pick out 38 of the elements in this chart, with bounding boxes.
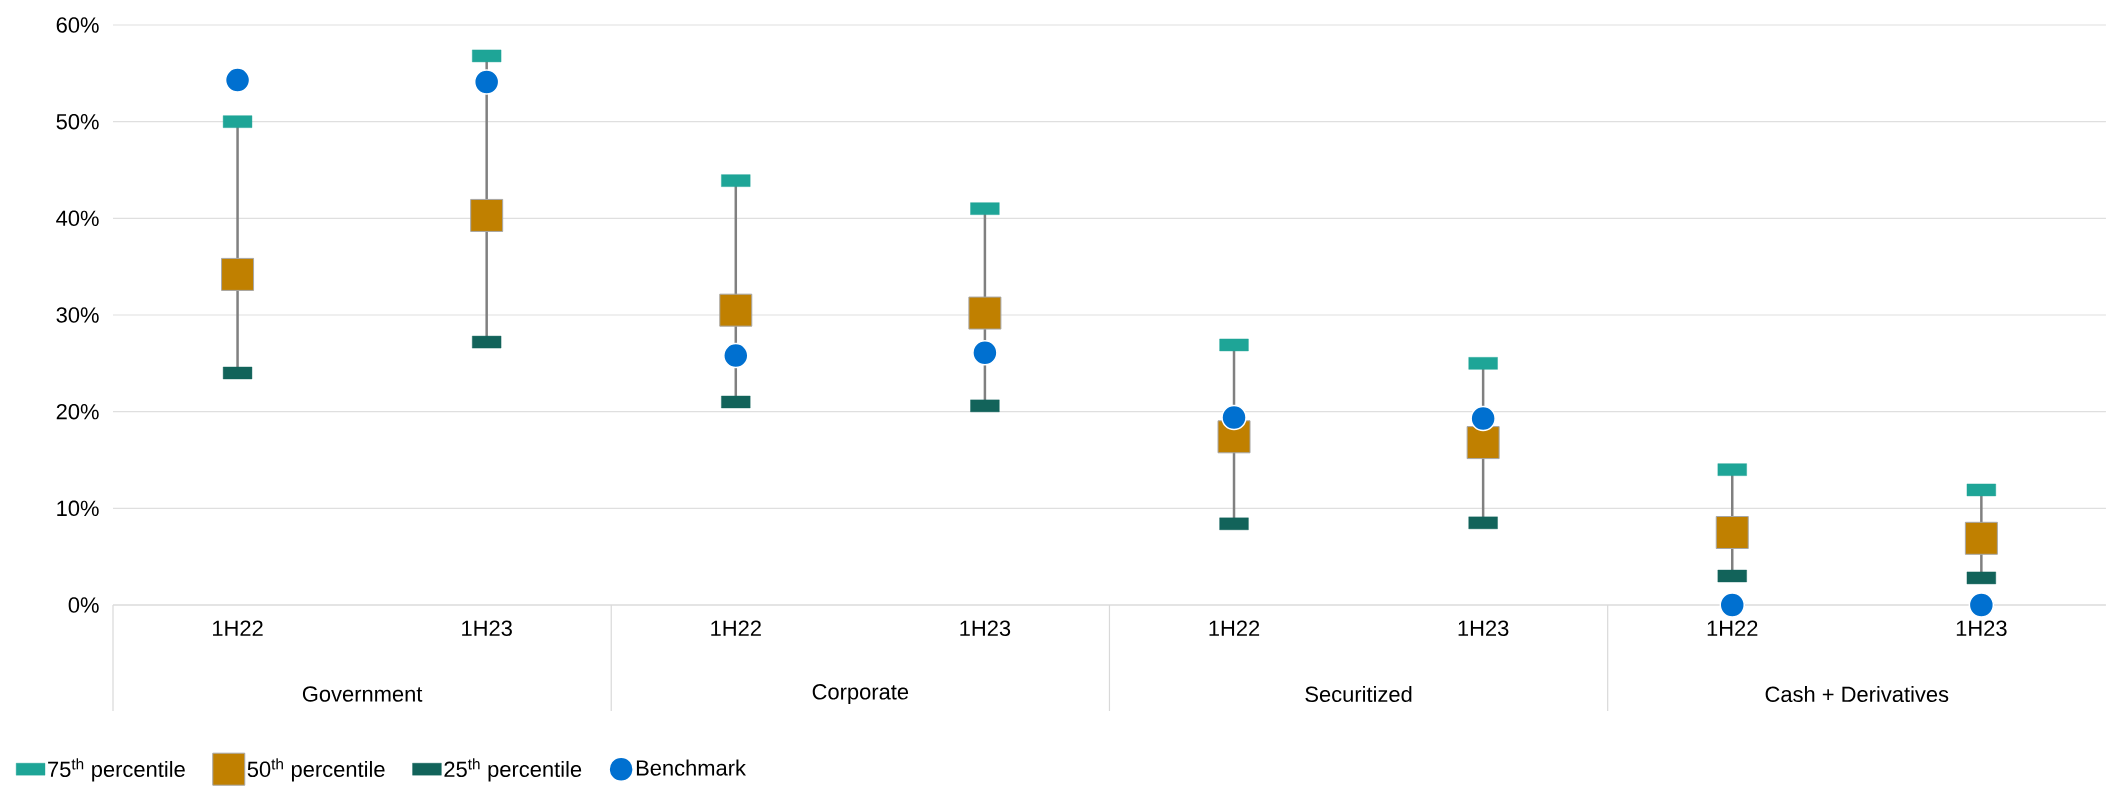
- x-tick-label: 1H23: [960, 620, 1011, 637]
- point: [473, 69, 500, 95]
- x-tick-label: 1H22: [711, 620, 761, 636]
- x-tick-label: 1H22: [1707, 620, 1758, 636]
- point: [470, 198, 504, 232]
- point: [1466, 426, 1500, 460]
- text: Government: [302, 686, 423, 702]
- point: [723, 342, 749, 369]
- x-tick-label: 1H23: [1458, 620, 1509, 637]
- legend-label: 50$^{th}$ percentile: [247, 758, 385, 782]
- y-tick-label: 10%: [57, 500, 99, 517]
- text: Securitized: [1305, 685, 1412, 703]
- legend-label: 75$^{th}$ percentile: [48, 758, 185, 782]
- legend-label: 25$^{th}$ percentile: [444, 758, 582, 782]
- point: [224, 67, 251, 93]
- y-tick-label: 60%: [56, 17, 99, 33]
- point: [1221, 404, 1247, 431]
- y-tick-label: 30%: [56, 307, 99, 323]
- point: [972, 339, 998, 366]
- x-tick-label: 1H22: [213, 620, 263, 636]
- x-tick-label: 1H22: [1209, 620, 1260, 636]
- point: [1715, 516, 1749, 549]
- point: [1968, 592, 1995, 618]
- legend-label: Benchmark: [636, 759, 746, 776]
- x-tick-label: 1H23: [462, 620, 512, 637]
- y-tick-label: 0%: [68, 597, 99, 613]
- point: [1719, 592, 1745, 618]
- y-tick-label: 50%: [56, 113, 99, 130]
- point: [221, 257, 255, 291]
- x-tick-label: 1H23: [1956, 620, 2007, 637]
- text: Corporate: [812, 684, 909, 704]
- text: Cash + Derivatives: [1765, 685, 1949, 703]
- point: [1964, 521, 1998, 555]
- point: [968, 296, 1002, 330]
- y-tick-label: 40%: [56, 210, 99, 227]
- point: [719, 293, 753, 327]
- point: [1470, 405, 1496, 432]
- y-tick-label: 20%: [56, 403, 99, 420]
